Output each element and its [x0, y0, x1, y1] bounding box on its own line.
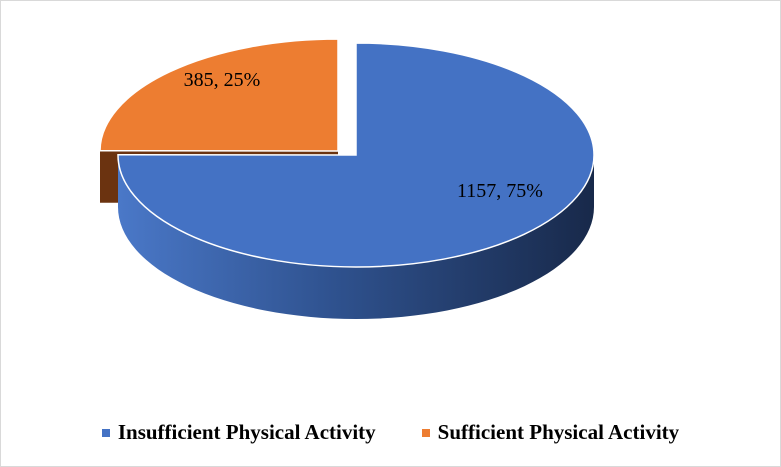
chart-legend: Insufficient Physical Activity Sufficien…	[0, 420, 781, 445]
legend-item-insufficient: Insufficient Physical Activity	[102, 420, 376, 445]
legend-item-sufficient: Sufficient Physical Activity	[422, 420, 679, 445]
legend-label-insufficient: Insufficient Physical Activity	[118, 420, 376, 445]
data-label-insufficient: 1157, 75%	[457, 180, 543, 202]
legend-label-sufficient: Sufficient Physical Activity	[438, 420, 679, 445]
data-label-sufficient: 385, 25%	[184, 69, 261, 91]
slice-top-sufficient	[100, 39, 338, 151]
legend-swatch-sufficient	[422, 429, 430, 437]
legend-swatch-insufficient	[102, 429, 110, 437]
